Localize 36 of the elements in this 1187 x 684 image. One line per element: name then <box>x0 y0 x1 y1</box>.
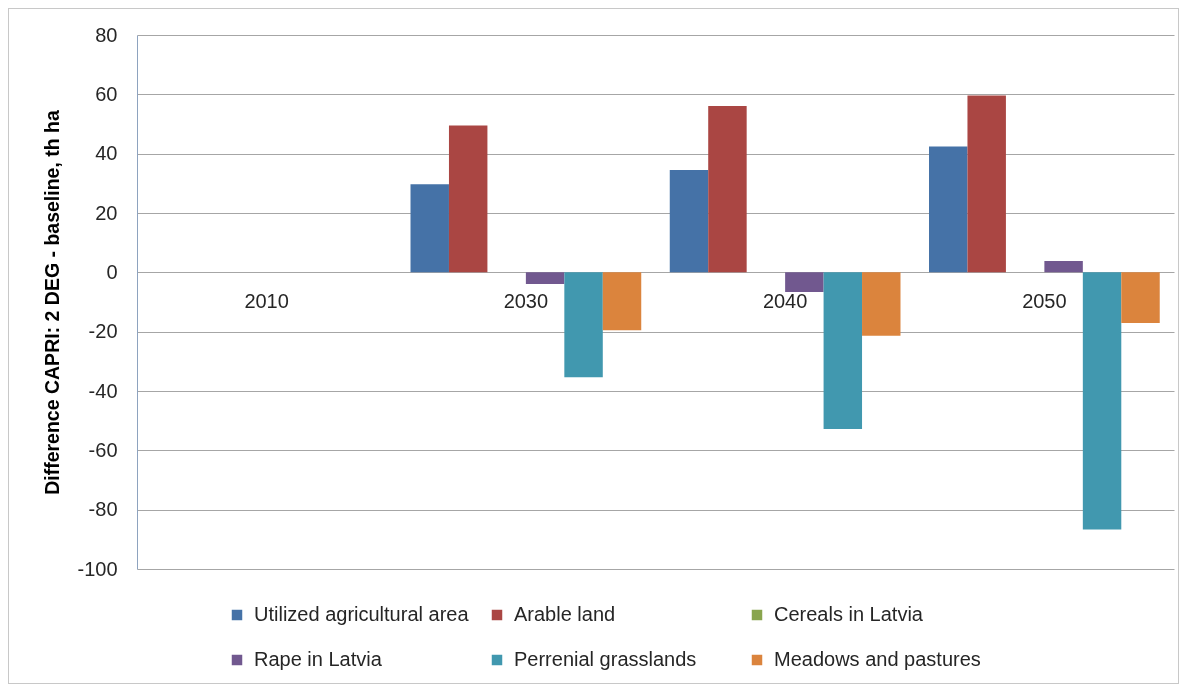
y-tick-label: -80 <box>88 498 118 521</box>
bar <box>1121 272 1160 324</box>
y-tick-label: -40 <box>88 379 118 402</box>
legend-label: Arable land <box>514 603 616 625</box>
bar <box>929 146 968 273</box>
bar <box>410 184 449 273</box>
y-tick-label: 60 <box>95 82 118 105</box>
bar <box>785 272 824 292</box>
bar <box>862 272 901 336</box>
legend-label: Utilized agricultural area <box>254 603 470 625</box>
y-tick-label: -60 <box>88 438 118 461</box>
bar <box>1044 261 1083 273</box>
y-tick-label: 80 <box>95 23 118 46</box>
legend-label: Meadows and pastures <box>774 648 981 670</box>
bar <box>967 95 1006 273</box>
y-tick-label: 40 <box>95 142 118 165</box>
y-tick-label: 0 <box>106 260 118 283</box>
y-tick-label: 20 <box>95 201 118 224</box>
bar <box>525 272 565 284</box>
legend-label: Perrenial grasslands <box>514 648 697 670</box>
x-tick-label: 2010 <box>244 289 289 312</box>
x-tick-label: 2030 <box>503 289 549 312</box>
legend-label: Cereals in Latvia <box>774 603 924 625</box>
y-tick-label: -20 <box>88 320 118 343</box>
bar <box>448 125 488 273</box>
legend-label: Rape in Latvia <box>254 648 383 670</box>
y-tick-label: -100 <box>77 557 118 580</box>
y-axis-title: Difference CAPRI: 2 DEG - baseline, th ha <box>41 110 64 495</box>
bar <box>708 105 747 273</box>
x-tick-label: 2050 <box>1022 289 1067 312</box>
bar <box>1082 272 1122 530</box>
bar <box>602 272 642 331</box>
bar <box>823 272 863 429</box>
bar <box>564 272 603 378</box>
x-tick-label: 2040 <box>762 289 808 312</box>
bar <box>669 169 709 273</box>
